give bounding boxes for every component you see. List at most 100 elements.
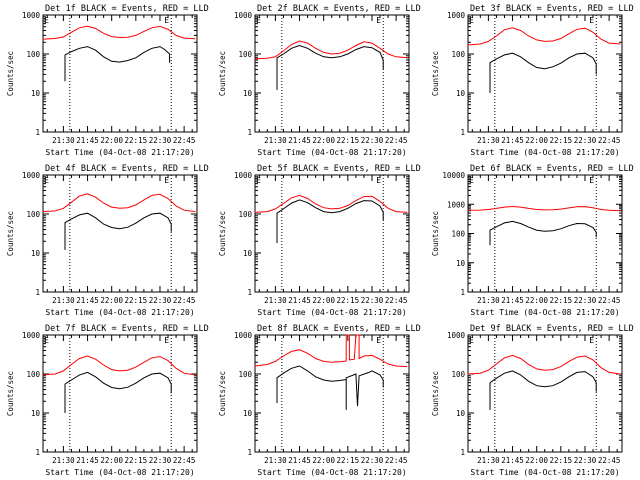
- x-tick-label: 22:45: [173, 456, 196, 465]
- detector-panel: Det 1f BLACK = Events, RED = LLD Counts/s…: [6, 4, 209, 157]
- plot-frame: [42, 14, 198, 133]
- x-tick-label: 22:00: [100, 456, 123, 465]
- plot-frame: [42, 174, 198, 293]
- events-series-line: [489, 52, 597, 93]
- x-tick-label: 22:00: [525, 296, 548, 305]
- y-tick-label: 1: [460, 288, 465, 297]
- y-tick-label: 1: [35, 128, 40, 137]
- x-tick-label: 22:45: [598, 136, 621, 145]
- plot-frame: [254, 334, 410, 453]
- y-tick-label: 100: [26, 50, 40, 59]
- y-tick-label: 1000: [22, 331, 41, 340]
- y-axis-label: Counts/sec: [218, 371, 227, 416]
- detector-panel: Det 6f BLACK = Events, RED = LLD Counts/s…: [431, 164, 634, 317]
- x-tick-label: 22:30: [149, 456, 172, 465]
- y-tick-label: 1000: [447, 11, 466, 20]
- x-tick-label: 22:15: [125, 456, 148, 465]
- y-tick-label: 100: [238, 370, 252, 379]
- y-tick-label: 1000: [22, 171, 41, 180]
- x-tick-label: 22:45: [598, 296, 621, 305]
- x-tick-label: 22:45: [598, 456, 621, 465]
- y-tick-label: 1: [35, 448, 40, 457]
- x-tick-label: 22:15: [550, 456, 573, 465]
- event-marker-label: E: [589, 16, 594, 25]
- y-axis-label: Counts/sec: [431, 51, 440, 96]
- events-series-line: [489, 220, 597, 246]
- panel-title: Det 5f BLACK = Events, RED = LLD: [257, 164, 421, 174]
- x-tick-label: 22:45: [385, 296, 408, 305]
- event-marker-label: E: [256, 336, 261, 345]
- x-tick-label: 22:30: [574, 296, 597, 305]
- x-tick-label: 22:15: [550, 296, 573, 305]
- plot-frame: [467, 334, 623, 453]
- x-tick-label: 22:30: [361, 456, 384, 465]
- y-tick-label: 100: [451, 50, 465, 59]
- x-axis-label: Start Time (04-Oct-08 21:17:20): [470, 308, 619, 317]
- y-tick-label: 10: [456, 89, 466, 98]
- lld-series-line: [42, 355, 196, 376]
- x-tick-label: 22:45: [173, 296, 196, 305]
- x-axis-label: Start Time (04-Oct-08 21:17:20): [45, 308, 194, 317]
- event-marker-label: E: [44, 16, 49, 25]
- x-tick-label: 21:45: [501, 296, 524, 305]
- x-tick-label: 22:30: [149, 296, 172, 305]
- y-tick-label: 1: [460, 128, 465, 137]
- panel-title: Det 3f BLACK = Events, RED = LLD: [470, 4, 634, 14]
- y-tick-label: 1000: [22, 11, 41, 20]
- y-axis-label: Counts/sec: [431, 371, 440, 416]
- y-tick-label: 1000: [234, 11, 253, 20]
- events-series-line: [64, 371, 172, 413]
- x-tick-label: 22:00: [312, 456, 335, 465]
- lld-series-line: [254, 194, 408, 213]
- y-tick-label: 10: [243, 409, 253, 418]
- x-axis-label: Start Time (04-Oct-08 21:17:20): [45, 148, 194, 157]
- event-marker-label: E: [469, 176, 474, 185]
- x-tick-label: 22:30: [149, 136, 172, 145]
- x-axis-label: Start Time (04-Oct-08 21:17:20): [257, 468, 406, 477]
- plot-frame: [42, 334, 198, 453]
- y-tick-label: 1000: [234, 331, 253, 340]
- y-tick-label: 1000: [447, 200, 466, 209]
- panel-title: Det 7f BLACK = Events, RED = LLD: [45, 324, 209, 334]
- x-tick-label: 22:00: [525, 136, 548, 145]
- events-series-line: [276, 44, 384, 90]
- x-tick-label: 21:45: [76, 136, 99, 145]
- lld-series-line: [467, 205, 621, 212]
- x-tick-label: 21:30: [477, 296, 500, 305]
- y-tick-label: 1: [460, 448, 465, 457]
- x-tick-label: 22:15: [337, 136, 360, 145]
- x-tick-label: 22:00: [312, 296, 335, 305]
- lld-series-line: [254, 40, 408, 60]
- y-tick-label: 10: [31, 89, 41, 98]
- event-marker-label: E: [256, 16, 261, 25]
- x-tick-label: 21:45: [501, 136, 524, 145]
- x-axis-label: Start Time (04-Oct-08 21:17:20): [470, 148, 619, 157]
- events-series-line: [276, 365, 384, 410]
- y-tick-label: 1: [247, 448, 252, 457]
- events-series-line: [64, 46, 171, 82]
- x-tick-label: 21:30: [52, 296, 75, 305]
- x-tick-label: 22:15: [125, 136, 148, 145]
- lld-series-line: [467, 27, 621, 46]
- x-tick-label: 22:00: [100, 296, 123, 305]
- detector-panel: Det 5f BLACK = Events, RED = LLD Counts/s…: [218, 164, 421, 317]
- panel-title: Det 2f BLACK = Events, RED = LLD: [257, 4, 421, 14]
- panel-title: Det 9f BLACK = Events, RED = LLD: [470, 324, 634, 334]
- x-tick-label: 21:45: [288, 296, 311, 305]
- y-tick-label: 100: [238, 50, 252, 59]
- x-tick-label: 21:30: [477, 136, 500, 145]
- x-tick-label: 21:45: [76, 296, 99, 305]
- x-tick-label: 22:45: [385, 136, 408, 145]
- events-series-line: [64, 212, 172, 250]
- y-tick-label: 10: [456, 259, 466, 268]
- x-tick-label: 21:30: [52, 456, 75, 465]
- x-tick-label: 21:30: [264, 296, 287, 305]
- x-tick-label: 22:45: [173, 136, 196, 145]
- y-axis-label: Counts/sec: [6, 51, 15, 96]
- event-marker-label: E: [44, 176, 49, 185]
- event-marker-label: E: [164, 16, 169, 25]
- plot-frame: [467, 174, 623, 293]
- detector-panel: Det 2f BLACK = Events, RED = LLD Counts/s…: [218, 4, 421, 157]
- detector-panel: Det 4f BLACK = Events, RED = LLD Counts/s…: [6, 164, 209, 317]
